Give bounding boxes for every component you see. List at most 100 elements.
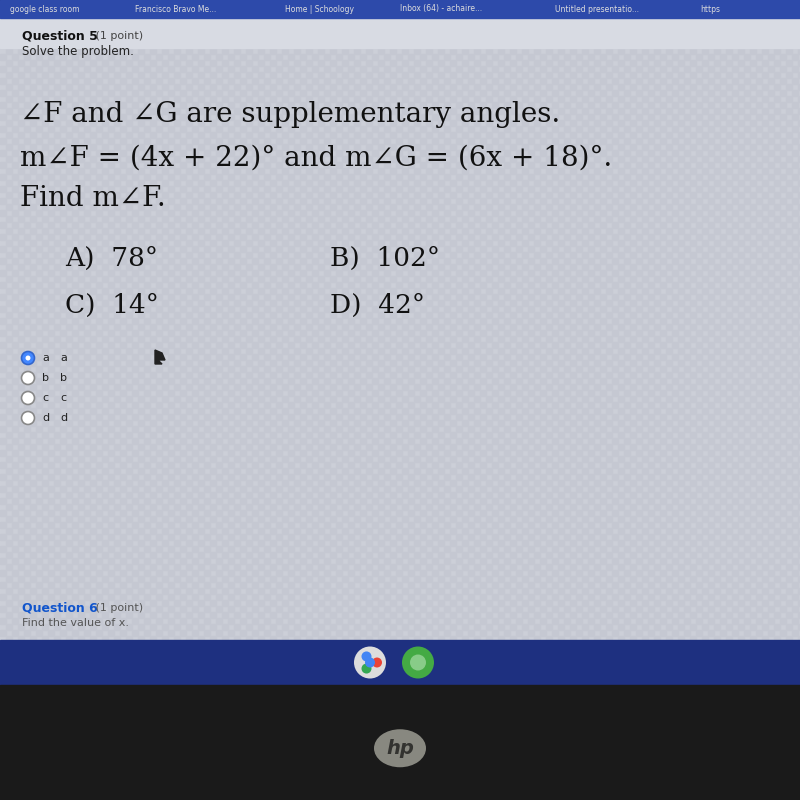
Bar bbox=[444, 42, 450, 48]
Bar bbox=[294, 360, 300, 366]
Bar bbox=[474, 384, 480, 390]
Bar bbox=[378, 588, 384, 594]
Bar bbox=[516, 450, 522, 456]
Bar bbox=[210, 456, 216, 462]
Bar bbox=[756, 450, 762, 456]
Bar bbox=[276, 450, 282, 456]
Bar bbox=[780, 606, 786, 612]
Bar bbox=[450, 444, 456, 450]
Bar bbox=[714, 264, 720, 270]
Bar bbox=[624, 366, 630, 372]
Bar bbox=[762, 444, 768, 450]
Bar bbox=[642, 636, 648, 642]
Bar bbox=[516, 426, 522, 432]
Bar bbox=[750, 264, 756, 270]
Bar bbox=[252, 198, 258, 204]
Bar bbox=[708, 54, 714, 60]
Bar bbox=[720, 102, 726, 108]
Bar bbox=[192, 546, 198, 552]
Bar bbox=[600, 330, 606, 336]
Bar bbox=[42, 48, 48, 54]
Bar bbox=[342, 204, 348, 210]
Bar bbox=[606, 228, 612, 234]
Bar bbox=[30, 588, 36, 594]
Bar bbox=[66, 252, 72, 258]
Bar bbox=[666, 168, 672, 174]
Bar bbox=[456, 222, 462, 228]
Bar bbox=[636, 630, 642, 636]
Bar bbox=[150, 504, 156, 510]
Bar bbox=[174, 60, 180, 66]
Bar bbox=[372, 630, 378, 636]
Bar bbox=[96, 402, 102, 408]
Bar bbox=[612, 510, 618, 516]
Bar bbox=[276, 246, 282, 252]
Bar bbox=[126, 456, 132, 462]
Bar bbox=[672, 558, 678, 564]
Bar bbox=[66, 240, 72, 246]
Bar bbox=[396, 594, 402, 600]
Bar bbox=[138, 324, 144, 330]
Bar bbox=[228, 66, 234, 72]
Bar bbox=[618, 384, 624, 390]
Bar bbox=[750, 60, 756, 66]
Bar bbox=[756, 42, 762, 48]
Bar bbox=[738, 60, 744, 66]
Bar bbox=[228, 558, 234, 564]
Bar bbox=[312, 330, 318, 336]
Bar bbox=[510, 192, 516, 198]
Bar bbox=[558, 252, 564, 258]
Bar bbox=[654, 540, 660, 546]
Bar bbox=[516, 150, 522, 156]
Bar bbox=[228, 438, 234, 444]
Bar bbox=[348, 246, 354, 252]
Bar bbox=[504, 186, 510, 192]
Bar bbox=[552, 258, 558, 264]
Bar bbox=[636, 54, 642, 60]
Bar bbox=[228, 246, 234, 252]
Bar bbox=[450, 216, 456, 222]
Bar bbox=[168, 450, 174, 456]
Bar bbox=[54, 408, 60, 414]
Bar bbox=[300, 378, 306, 384]
Bar bbox=[690, 24, 696, 30]
Bar bbox=[36, 546, 42, 552]
Bar bbox=[234, 252, 240, 258]
Bar bbox=[270, 468, 276, 474]
Bar bbox=[444, 162, 450, 168]
Bar bbox=[324, 462, 330, 468]
Bar bbox=[300, 366, 306, 372]
Bar bbox=[420, 474, 426, 480]
Bar bbox=[150, 264, 156, 270]
Bar bbox=[288, 246, 294, 252]
Bar bbox=[786, 492, 792, 498]
Bar bbox=[720, 378, 726, 384]
Bar bbox=[672, 30, 678, 36]
Bar bbox=[162, 156, 168, 162]
Bar bbox=[594, 264, 600, 270]
Bar bbox=[660, 198, 666, 204]
Bar bbox=[270, 156, 276, 162]
Bar bbox=[774, 324, 780, 330]
Bar bbox=[768, 594, 774, 600]
Bar bbox=[750, 576, 756, 582]
Bar bbox=[456, 282, 462, 288]
Bar bbox=[258, 336, 264, 342]
Bar bbox=[18, 468, 24, 474]
Bar bbox=[624, 42, 630, 48]
Bar bbox=[324, 534, 330, 540]
Bar bbox=[726, 48, 732, 54]
Bar bbox=[78, 600, 84, 606]
Bar bbox=[726, 180, 732, 186]
Bar bbox=[444, 354, 450, 360]
Bar bbox=[630, 228, 636, 234]
Bar bbox=[642, 96, 648, 102]
Bar bbox=[582, 504, 588, 510]
Bar bbox=[342, 336, 348, 342]
Bar bbox=[516, 330, 522, 336]
Bar bbox=[60, 402, 66, 408]
Bar bbox=[660, 234, 666, 240]
Bar bbox=[750, 420, 756, 426]
Bar bbox=[570, 492, 576, 498]
Bar bbox=[420, 606, 426, 612]
